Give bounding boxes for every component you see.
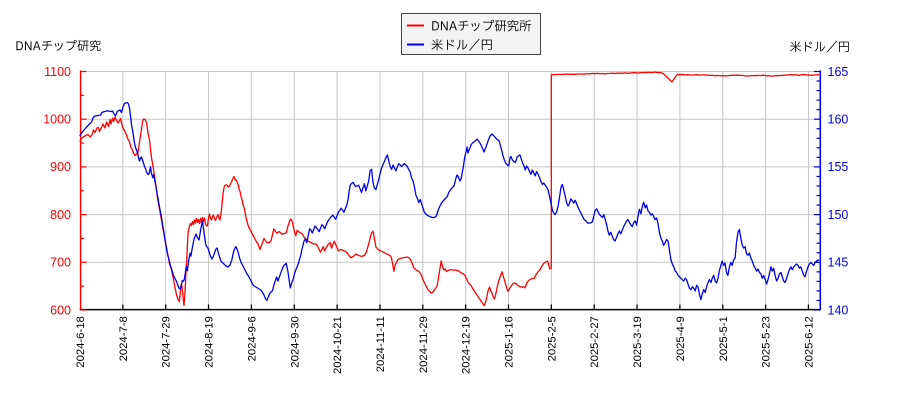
- svg-text:2025-6-12: 2025-6-12: [803, 316, 815, 368]
- svg-text:2024-8-19: 2024-8-19: [204, 316, 216, 368]
- svg-text:2025-4-9: 2025-4-9: [675, 316, 687, 361]
- svg-text:2024-10-21: 2024-10-21: [332, 316, 344, 374]
- svg-text:150: 150: [828, 208, 849, 222]
- svg-text:900: 900: [50, 160, 71, 174]
- svg-text:2025-3-19: 2025-3-19: [632, 316, 644, 368]
- svg-text:1100: 1100: [44, 65, 71, 79]
- svg-text:2024-11-11: 2024-11-11: [375, 316, 387, 372]
- svg-text:155: 155: [828, 160, 849, 174]
- svg-text:2025-2-5: 2025-2-5: [546, 316, 558, 361]
- svg-text:2024-7-29: 2024-7-29: [161, 316, 173, 368]
- svg-text:160: 160: [828, 113, 849, 127]
- svg-text:2024-11-29: 2024-11-29: [418, 316, 430, 373]
- svg-text:2025-2-27: 2025-2-27: [589, 316, 601, 368]
- svg-text:2024-9-6: 2024-9-6: [246, 316, 258, 361]
- svg-text:1000: 1000: [43, 113, 71, 127]
- svg-text:2024-9-30: 2024-9-30: [289, 316, 301, 368]
- svg-text:2024-12-19: 2024-12-19: [461, 316, 473, 374]
- svg-text:600: 600: [50, 303, 71, 317]
- svg-text:140: 140: [828, 303, 849, 317]
- svg-text:700: 700: [50, 256, 71, 270]
- svg-text:800: 800: [50, 208, 71, 222]
- svg-text:2025-1-16: 2025-1-16: [504, 316, 516, 368]
- svg-text:2025-5-23: 2025-5-23: [761, 316, 773, 368]
- svg-text:165: 165: [828, 65, 849, 79]
- svg-text:2024-7-8: 2024-7-8: [118, 316, 130, 361]
- svg-text:2024-6-18: 2024-6-18: [75, 316, 87, 368]
- svg-text:145: 145: [828, 256, 849, 270]
- svg-text:2025-5-1: 2025-5-1: [718, 316, 730, 361]
